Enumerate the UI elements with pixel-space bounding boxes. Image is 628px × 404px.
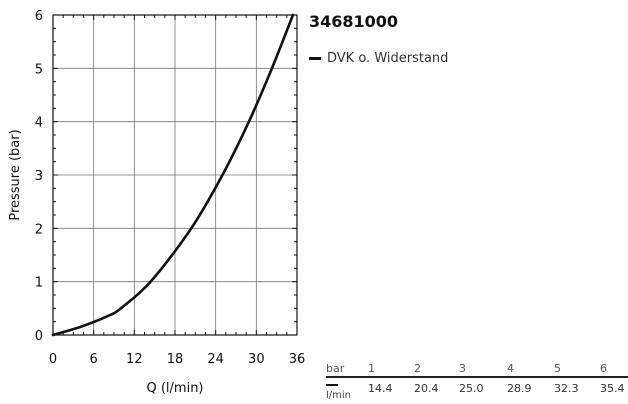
table-pressure-cell: 6 — [600, 362, 607, 375]
y-axis-title: Pressure (bar) — [8, 129, 23, 220]
table-flow-cell: 28.9 — [507, 382, 532, 395]
x-tick-label: 30 — [248, 352, 265, 367]
table-row-key: l/min — [326, 380, 351, 402]
chart-title: 34681000 — [309, 12, 399, 31]
table-header-label: bar — [326, 362, 345, 375]
table-flow-cell: 35.4 — [600, 382, 625, 395]
plot-frame — [52, 14, 298, 336]
flow-table: bar 1 2 3 4 5 6 l/min 14.4 20.4 25.0 28.9 32.3 35.… — [326, 362, 628, 404]
plot-border — [52, 14, 298, 336]
y-tick-label: 4 — [35, 116, 43, 131]
x-tick-label: 6 — [90, 352, 98, 367]
x-tick-label: 24 — [207, 352, 224, 367]
table-pressure-cell: 1 — [368, 362, 375, 375]
table-flow-cell: 14.4 — [368, 382, 393, 395]
x-tick-label: 0 — [49, 352, 57, 367]
y-tick-label: 5 — [35, 62, 43, 77]
table-flow-cell: 20.4 — [414, 382, 439, 395]
y-tick-label: 3 — [35, 169, 43, 184]
legend: DVK o. Widerstand — [309, 51, 448, 66]
legend-label: DVK o. Widerstand — [327, 51, 449, 66]
table-flow-cell: 25.0 — [459, 382, 484, 395]
table-unit-label: l/min — [326, 390, 352, 401]
table-pressure-cell: 2 — [414, 362, 421, 375]
x-tick-label: 18 — [167, 352, 184, 367]
x-tick-label: 36 — [289, 352, 306, 367]
x-tick-label: 12 — [126, 352, 143, 367]
y-tick-label: 0 — [35, 329, 43, 344]
y-tick-label: 2 — [35, 222, 43, 237]
table-pressure-cell: 5 — [554, 362, 561, 375]
x-tick-labels: 0 6 12 18 24 30 36 — [49, 352, 305, 367]
y-tick-label: 1 — [35, 276, 43, 291]
grid-lines — [53, 15, 297, 335]
legend-swatch — [309, 57, 321, 60]
table-flow-cell: 32.3 — [554, 382, 579, 395]
flow-table-header: bar 1 2 3 4 5 6 — [326, 362, 628, 378]
table-row-swatch — [326, 384, 338, 386]
y-tick-labels: 0 1 2 3 4 5 6 — [35, 9, 43, 344]
x-axis-title: Q (l/min) — [146, 381, 203, 396]
series-layer — [51, 13, 295, 337]
series-line — [51, 13, 295, 337]
y-tick-label: 6 — [35, 9, 43, 24]
flow-table-row: l/min 14.4 20.4 25.0 28.9 32.3 35.4 — [326, 378, 628, 404]
table-pressure-cell: 4 — [507, 362, 514, 375]
table-pressure-cell: 3 — [459, 362, 466, 375]
